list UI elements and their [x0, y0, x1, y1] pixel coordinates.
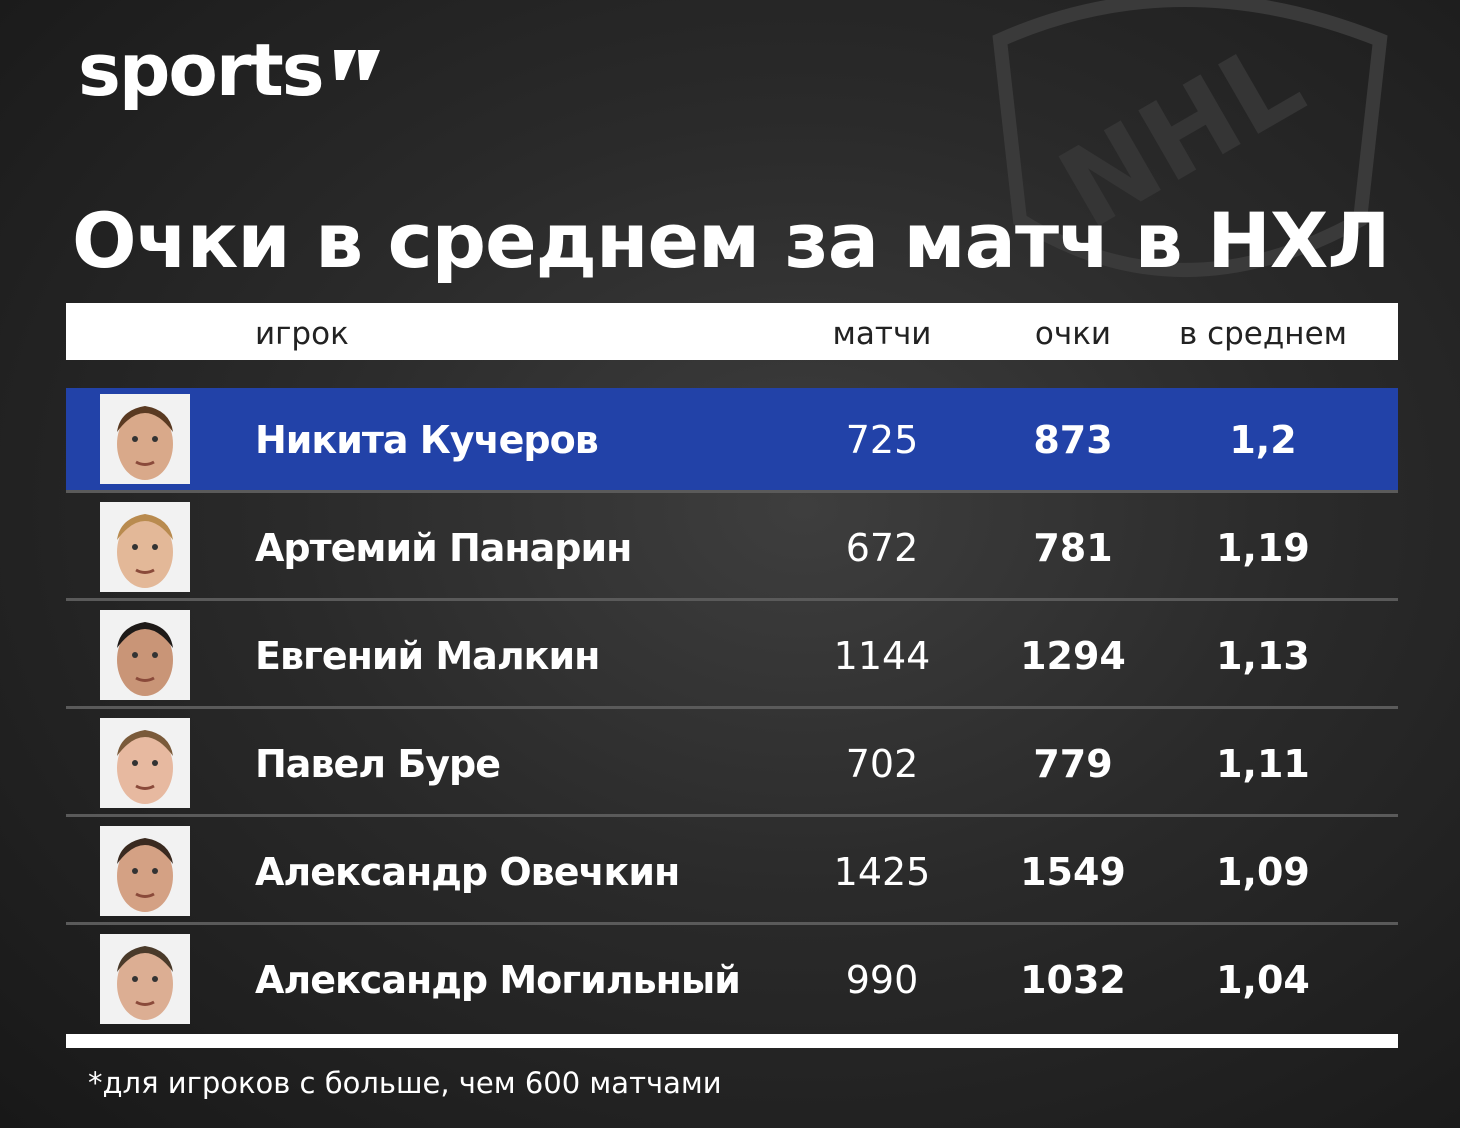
- player-name: Павел Буре: [255, 742, 501, 786]
- matches: 990: [845, 958, 919, 1002]
- table-row: Евгений Малкин 1144 1294 1,13: [66, 604, 1398, 708]
- header-points: очки: [1034, 316, 1112, 352]
- footnote: *для игроков с больше, чем 600 матчами: [88, 1066, 722, 1100]
- player-name: Александр Овечкин: [255, 850, 680, 894]
- points: 873: [1033, 418, 1113, 462]
- row-separator: [66, 706, 1398, 709]
- player-photo: [100, 610, 190, 700]
- row-separator: [66, 598, 1398, 601]
- average: 1,09: [1216, 850, 1310, 894]
- header-average: в среднем: [1178, 316, 1348, 352]
- row-separator: [66, 490, 1398, 493]
- matches: 1425: [833, 850, 931, 894]
- table-bottom-bar: [66, 1034, 1398, 1048]
- table-row: Александр Овечкин 1425 1549 1,09: [66, 820, 1398, 924]
- player-name: Артемий Панарин: [255, 526, 632, 570]
- average: 1,19: [1216, 526, 1310, 570]
- points: 779: [1033, 742, 1113, 786]
- nhl-watermark: NHL: [992, 0, 1388, 277]
- table-header: игрок матчи очки в среднем: [66, 303, 1398, 360]
- player-photo: [100, 934, 190, 1024]
- title: Очки в среднем за матч в НХЛ: [72, 196, 1391, 285]
- player-name: Евгений Малкин: [255, 634, 600, 678]
- table-row: Александр Могильный 990 1032 1,04: [66, 928, 1398, 1032]
- matches: 1144: [833, 634, 931, 678]
- player-photo: [100, 502, 190, 592]
- player-photo: [100, 394, 190, 484]
- player-photo: [100, 718, 190, 808]
- average: 1,04: [1216, 958, 1310, 1002]
- average: 1,13: [1216, 634, 1310, 678]
- matches: 672: [845, 526, 919, 570]
- logo-mark: [334, 50, 380, 80]
- table-row: Павел Буре 702 779 1,11: [66, 712, 1398, 816]
- header-player: игрок: [255, 316, 349, 352]
- row-separator: [66, 922, 1398, 925]
- points: 781: [1033, 526, 1113, 570]
- average: 1,11: [1216, 742, 1310, 786]
- points: 1294: [1020, 634, 1126, 678]
- table-row: Никита Кучеров 725 873 1,2: [66, 388, 1398, 492]
- points: 1549: [1020, 850, 1126, 894]
- points: 1032: [1020, 958, 1126, 1002]
- logo-text: sports: [78, 28, 325, 112]
- logo: sports: [78, 28, 325, 112]
- row-separator: [66, 814, 1398, 817]
- player-name: Александр Могильный: [255, 958, 741, 1002]
- header-matches: матчи: [832, 316, 932, 352]
- matches: 702: [845, 742, 919, 786]
- player-name: Никита Кучеров: [255, 418, 599, 462]
- player-photo: [100, 826, 190, 916]
- average: 1,2: [1229, 418, 1297, 462]
- matches: 725: [845, 418, 919, 462]
- table-row: Артемий Панарин 672 781 1,19: [66, 496, 1398, 600]
